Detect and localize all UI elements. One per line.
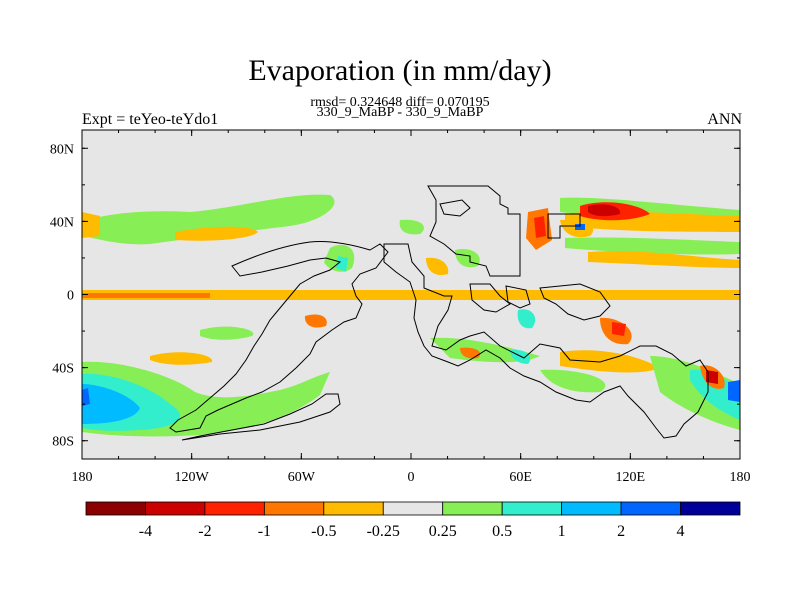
colorbar-label: -4	[139, 523, 152, 540]
field-darkred-nz	[706, 370, 718, 384]
field-orange-sio	[560, 350, 660, 373]
season-label: ANN	[707, 111, 742, 128]
colorbar-swatch	[501, 501, 563, 516]
y-axis: 80N 40N 0 40S 80S	[50, 142, 740, 450]
colorbar-swatch	[263, 501, 325, 516]
colorbar-swatch	[323, 501, 384, 516]
evaporation-field	[82, 194, 740, 437]
x-tick-label: 120W	[175, 470, 210, 485]
colorbar-label: -2	[198, 523, 211, 540]
field-green-spac	[200, 326, 254, 340]
field-red-io-east	[612, 322, 626, 336]
colorbar-swatch	[145, 501, 206, 516]
colorbar-swatch	[382, 501, 444, 516]
field-teal-spac-west	[690, 369, 740, 420]
field-teal-atl	[336, 256, 348, 272]
experiment-label: Expt = teYeo-teYdo1	[82, 111, 219, 128]
outline-scandinavia	[439, 199, 471, 217]
colorbar-label: 0.5	[492, 523, 512, 540]
colorbar-label: 1	[558, 523, 566, 540]
outline-europe	[427, 185, 521, 277]
x-tick-label: 60W	[288, 470, 316, 485]
field-orange-eqatl	[304, 314, 327, 328]
field-red-tibet	[534, 216, 546, 238]
field-equator-band	[82, 290, 740, 300]
colorbar-swatch	[442, 501, 503, 516]
y-tick-label: 80S	[52, 435, 74, 450]
x-tick-label: 0	[408, 470, 415, 485]
x-tick-label: 180	[730, 470, 751, 485]
colorbar-label: 0.25	[429, 523, 457, 540]
colorbar-swatch	[680, 501, 741, 516]
outline-arabia	[469, 283, 511, 313]
y-tick-label: 40N	[50, 215, 74, 230]
outline-americas	[169, 241, 389, 433]
x-axis: 180 120W 60W 0 60E 120E 180	[72, 130, 751, 485]
colorbar-label: -0.5	[311, 523, 336, 540]
outline-antarctic-coast	[181, 393, 341, 441]
outline-south-africa-asia	[383, 243, 709, 439]
field-darkblue-sopac	[82, 388, 90, 406]
colorbar-label: 4	[677, 523, 685, 540]
chart-title: Evaporation (in mm/day)	[248, 54, 552, 87]
field-teal-io	[517, 309, 536, 329]
colorbar-label: -1	[258, 523, 271, 540]
field-blue-sopac	[82, 384, 140, 424]
colorbar-swatch	[204, 501, 265, 516]
colorbar: -4 -2 -1 -0.5 -0.25 0.25 0.5 1 2 4	[85, 501, 741, 540]
field-orange-npacific	[82, 212, 100, 238]
field-green-europe	[399, 219, 424, 235]
field-orange-africa	[426, 257, 449, 276]
y-tick-label: 80N	[50, 142, 74, 157]
field-orange-satl	[460, 347, 481, 359]
colorbar-label: -0.25	[367, 523, 400, 540]
outline-asia-east	[547, 213, 581, 239]
colorbar-swatch	[85, 501, 146, 516]
outline-india	[505, 285, 531, 309]
colorbar-swatch	[561, 501, 622, 516]
x-tick-label: 180	[72, 470, 93, 485]
x-tick-label: 120E	[616, 470, 646, 485]
field-blue-spac-west	[728, 380, 740, 402]
field-equator-core	[82, 293, 210, 298]
colorbar-label: 2	[617, 523, 625, 540]
field-green-sio	[540, 369, 606, 393]
case-subtitle: 330_9_MaBP - 330_9_MaBP	[316, 105, 484, 120]
colorbar-swatch	[620, 501, 681, 516]
field-green-npacific	[82, 194, 335, 245]
x-tick-label: 60E	[509, 470, 532, 485]
field-darkred-asia	[588, 204, 621, 217]
field-orange-npac-east	[588, 251, 740, 268]
y-tick-label: 0	[67, 289, 74, 304]
outline-se-asia	[539, 283, 611, 321]
y-tick-label: 40S	[52, 362, 74, 377]
field-orange-npacific2	[175, 226, 258, 241]
field-green-npac-east	[565, 237, 740, 255]
stats-subtitle: rmsd= 0.324648 diff= 0.070195	[310, 95, 490, 110]
field-orange-sopac	[150, 352, 213, 365]
continent-outlines	[169, 185, 709, 441]
